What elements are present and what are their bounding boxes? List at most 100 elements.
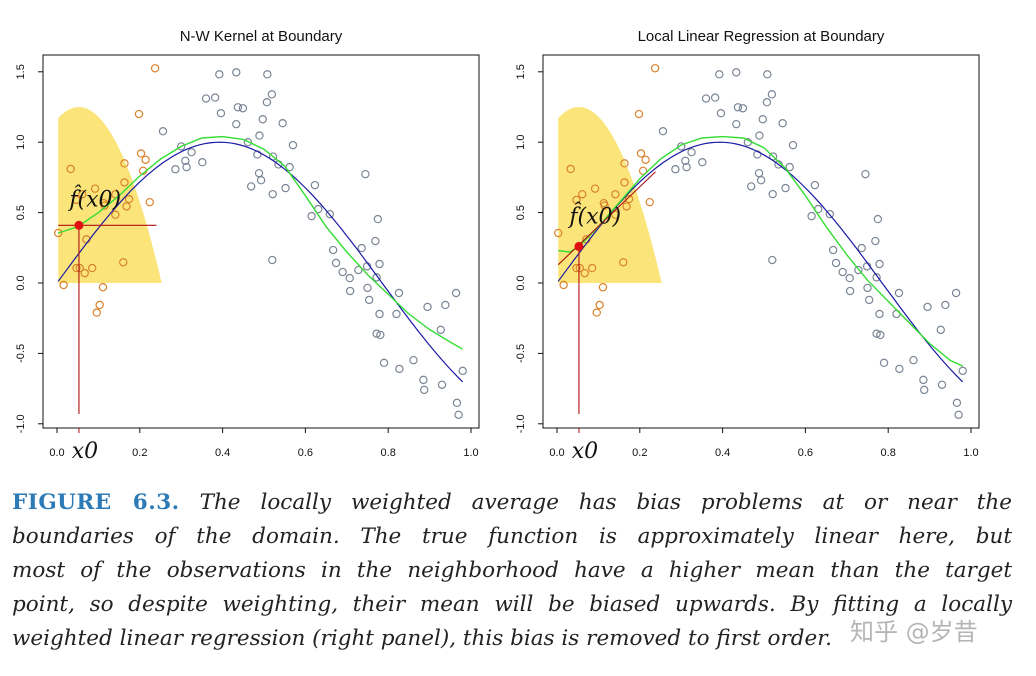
data-point xyxy=(677,142,686,151)
data-point-in-window xyxy=(134,109,144,119)
data-point xyxy=(198,157,207,167)
data-point-in-window xyxy=(590,184,600,193)
x-tick-label: 0.6 xyxy=(298,447,313,459)
y-tick-label: -0.5 xyxy=(15,344,27,363)
caption-line-4: point, so despite weighting, their mean … xyxy=(12,592,1012,617)
data-point xyxy=(845,273,854,283)
data-point xyxy=(394,288,404,298)
data-point-in-window xyxy=(592,308,601,317)
data-point xyxy=(262,98,272,107)
data-point xyxy=(936,325,945,335)
data-point xyxy=(210,93,220,102)
data-point xyxy=(345,286,355,296)
data-point xyxy=(952,398,962,408)
data-point-in-window xyxy=(566,164,575,174)
data-point-in-window xyxy=(598,283,608,292)
data-point xyxy=(215,70,224,79)
data-point xyxy=(255,131,264,140)
y-tick-label: 0.0 xyxy=(15,275,27,290)
data-point xyxy=(701,94,711,103)
data-point xyxy=(941,300,950,310)
data-point xyxy=(373,214,383,224)
figure-panels: N-W Kernel at Boundary f̂(x0) 0.0 0.2 0.4 0.6… xyxy=(15,28,980,464)
y-tick-label: 0.0 xyxy=(515,275,527,290)
data-point xyxy=(951,288,961,298)
data-point xyxy=(785,162,794,172)
panel-title: Local Linear Regression at Boundary xyxy=(638,28,885,45)
data-point xyxy=(875,309,884,319)
data-point-in-window xyxy=(136,149,146,158)
y-tick-label: 0.5 xyxy=(15,205,27,220)
data-point xyxy=(788,140,798,150)
data-point-in-window xyxy=(72,195,81,205)
kernel-weight-region xyxy=(58,107,162,283)
data-point xyxy=(687,147,696,157)
data-point-in-window xyxy=(620,159,629,168)
data-point xyxy=(171,165,180,174)
data-point xyxy=(825,209,835,219)
data-point xyxy=(754,168,764,178)
data-point-in-window xyxy=(122,202,131,211)
data-point xyxy=(268,255,277,265)
x-tick-label: 0.8 xyxy=(381,447,396,459)
data-point-in-window xyxy=(595,300,604,310)
y-tick-label: 1.5 xyxy=(15,64,27,79)
data-point xyxy=(375,259,384,269)
data-point xyxy=(395,364,404,374)
data-point-in-window xyxy=(111,210,120,219)
data-point xyxy=(372,329,381,338)
data-point-in-window xyxy=(645,197,654,207)
data-point-in-window xyxy=(575,263,584,273)
data-point xyxy=(372,273,381,282)
panel-title: N-W Kernel at Boundary xyxy=(180,28,343,45)
target-fit-point xyxy=(74,220,84,230)
data-point xyxy=(452,398,462,408)
data-point xyxy=(345,273,354,283)
data-point xyxy=(361,169,370,179)
data-point xyxy=(454,410,463,419)
data-point-in-window xyxy=(124,194,134,204)
data-point xyxy=(458,366,467,376)
data-point xyxy=(879,358,889,368)
data-point-in-window xyxy=(641,155,650,164)
data-point xyxy=(375,309,384,319)
data-point xyxy=(732,68,741,77)
y-tick-label: -1.0 xyxy=(515,414,527,433)
data-point xyxy=(954,410,963,419)
kernel-weight-region xyxy=(558,107,662,283)
data-point xyxy=(857,243,866,253)
figure-caption: FIGURE 6.3. The locally weighted average… xyxy=(12,486,1012,656)
true-function-curve xyxy=(557,141,964,383)
data-point xyxy=(876,330,885,340)
data-point xyxy=(863,283,872,293)
data-point-in-window xyxy=(624,194,634,204)
data-point xyxy=(671,165,680,174)
data-point xyxy=(831,258,841,268)
data-point xyxy=(864,295,874,305)
watermark: 知乎 @岁昔 xyxy=(850,618,978,646)
data-point-in-window xyxy=(119,258,128,267)
data-point-in-window xyxy=(72,263,81,273)
data-point xyxy=(781,183,790,193)
data-point xyxy=(278,118,287,128)
data-point xyxy=(441,300,450,310)
data-point xyxy=(232,68,241,77)
data-point-in-window xyxy=(572,195,581,205)
x-tick-label: 0.2 xyxy=(632,447,647,459)
data-point xyxy=(716,108,726,118)
x-tick-label: 0.4 xyxy=(715,447,730,459)
caption-line-1: FIGURE 6.3. The locally weighted average… xyxy=(12,486,1012,520)
data-point xyxy=(325,209,335,219)
data-point xyxy=(328,245,338,255)
data-point-in-window xyxy=(150,64,160,73)
data-point xyxy=(682,162,691,172)
data-point xyxy=(875,259,884,269)
data-point-in-window xyxy=(59,280,68,290)
data-point xyxy=(873,214,883,224)
caption-line-3: most of the observations in the neighbor… xyxy=(12,558,1012,583)
data-point xyxy=(923,302,932,312)
data-point-in-window xyxy=(75,263,84,273)
target-x-label: x0 xyxy=(572,439,598,464)
data-point xyxy=(254,168,264,178)
data-point-in-window xyxy=(98,283,108,292)
